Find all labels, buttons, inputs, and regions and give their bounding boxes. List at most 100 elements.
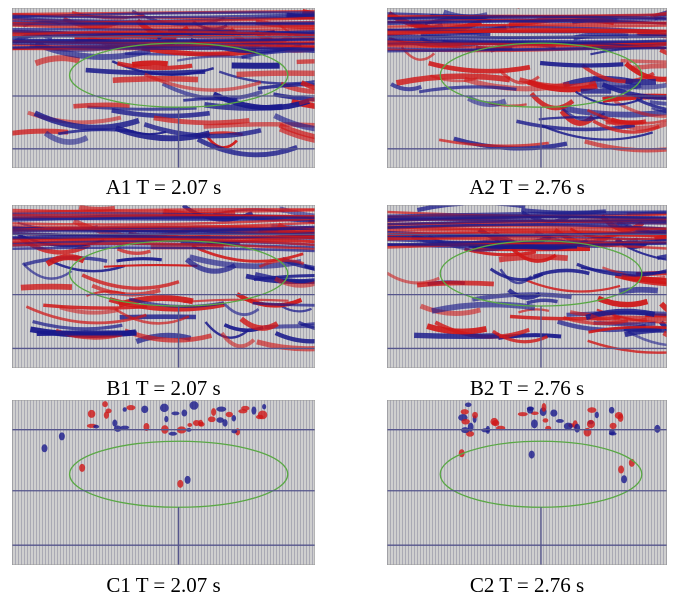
- wave-blob: [222, 419, 228, 427]
- wave-stripe: [33, 110, 140, 131]
- top-stripe: [387, 15, 667, 20]
- wave-blob: [586, 419, 595, 429]
- wave-stripe: [308, 218, 315, 225]
- wave-blob: [126, 404, 136, 411]
- wave-stripe: [253, 274, 315, 281]
- wave-stripe: [298, 97, 315, 106]
- wavefield-panel: C2 T = 2.76 s: [387, 400, 667, 597]
- top-stripe: [387, 242, 667, 247]
- wave-stripe: [659, 320, 667, 332]
- wave-stripe: [620, 58, 667, 64]
- wave-stripe: [665, 79, 667, 85]
- wave-stripe: [258, 258, 305, 269]
- top-stripe: [12, 225, 315, 233]
- wave-stripe: [387, 271, 440, 285]
- wave-stripe: [236, 70, 315, 78]
- wave-stripe: [418, 85, 517, 94]
- wave-stripe: [36, 330, 137, 337]
- wave-stripe: [279, 126, 315, 143]
- panel-caption: B2 T = 2.76 s: [470, 376, 584, 400]
- top-stripe: [387, 227, 667, 233]
- wave-stripe: [649, 100, 667, 106]
- wave-stripe: [116, 257, 162, 263]
- wave-blob: [177, 479, 184, 488]
- wave-stripe: [274, 276, 315, 288]
- wave-stripe: [563, 315, 629, 326]
- wave-stripe: [300, 80, 315, 91]
- wave-stripe: [623, 326, 662, 332]
- wavefield-panel: C1 T = 2.07 s: [12, 400, 315, 597]
- wave-stripe: [517, 8, 522, 10]
- wavefield-panel: A2 T = 2.76 s: [387, 8, 667, 199]
- wave-blob: [216, 417, 224, 423]
- wave-stripe: [518, 77, 597, 89]
- wave-stripe: [592, 119, 661, 134]
- wave-stripe: [184, 257, 237, 274]
- wave-stripe: [144, 72, 262, 92]
- wave-stripe: [297, 320, 315, 331]
- top-stripe: [387, 211, 667, 219]
- top-stripe: [387, 18, 667, 26]
- panel-content: [12, 8, 315, 168]
- wave-stripe: [153, 115, 250, 126]
- wave-stripe: [191, 244, 304, 263]
- wave-stripe: [81, 273, 180, 290]
- wave-stripe: [303, 264, 315, 271]
- wave-stripe: [492, 329, 549, 344]
- wave-blob: [216, 406, 227, 412]
- wave-blob: [225, 411, 233, 418]
- wave-blob: [472, 411, 478, 419]
- wave-stripe: [73, 102, 130, 109]
- top-stripe: [387, 21, 667, 28]
- wavefield-panel: B1 T = 2.07 s: [12, 205, 315, 400]
- top-stripe: [387, 241, 667, 249]
- wave-blob: [143, 423, 150, 432]
- wave-stripe: [489, 267, 544, 282]
- wave-stripe: [49, 259, 125, 273]
- top-stripe: [387, 237, 667, 241]
- wave-stripe: [21, 262, 73, 280]
- wave-stripe: [308, 231, 315, 240]
- wave-stripe: [539, 124, 654, 141]
- wave-stripe: [620, 274, 666, 282]
- panel-caption: C2 T = 2.76 s: [470, 573, 584, 597]
- wave-blob: [461, 418, 470, 425]
- wave-stripe: [516, 119, 636, 132]
- wave-stripe: [108, 297, 225, 312]
- wave-blob: [187, 423, 193, 427]
- wave-blob: [112, 419, 118, 427]
- wave-blob: [530, 411, 539, 416]
- wave-stripe: [20, 283, 73, 291]
- wave-stripe: [467, 95, 507, 108]
- panel-content: [12, 205, 315, 368]
- panel-content: [12, 400, 315, 565]
- wave-stripe: [117, 61, 193, 71]
- panel-background: [387, 400, 667, 565]
- top-stripe: [12, 38, 315, 44]
- wave-blob: [609, 422, 617, 430]
- wave-stripe: [301, 9, 315, 17]
- wave-stripe: [576, 262, 667, 277]
- wave-blob: [587, 407, 597, 413]
- panel-caption: A2 T = 2.76 s: [469, 175, 585, 199]
- panel-caption: B1 T = 2.07 s: [106, 376, 220, 400]
- wave-stripe: [103, 264, 198, 268]
- wave-stripe: [196, 137, 299, 158]
- wave-stripe: [627, 330, 667, 347]
- wave-stripe: [281, 256, 315, 271]
- wave-stripe: [538, 116, 608, 121]
- wave-stripe: [239, 316, 279, 331]
- top-stripe: [12, 45, 315, 51]
- top-stripe: [387, 219, 667, 226]
- wave-blob: [58, 432, 65, 441]
- wave-blob: [555, 418, 564, 423]
- wave-stripe: [43, 130, 89, 145]
- wave-stripe: [176, 55, 252, 62]
- wave-stripe: [429, 74, 478, 83]
- wave-stripe: [635, 97, 667, 111]
- wave-blob: [159, 403, 169, 413]
- wave-blob: [211, 408, 217, 416]
- wave-blob: [79, 463, 86, 472]
- top-stripe: [387, 215, 667, 222]
